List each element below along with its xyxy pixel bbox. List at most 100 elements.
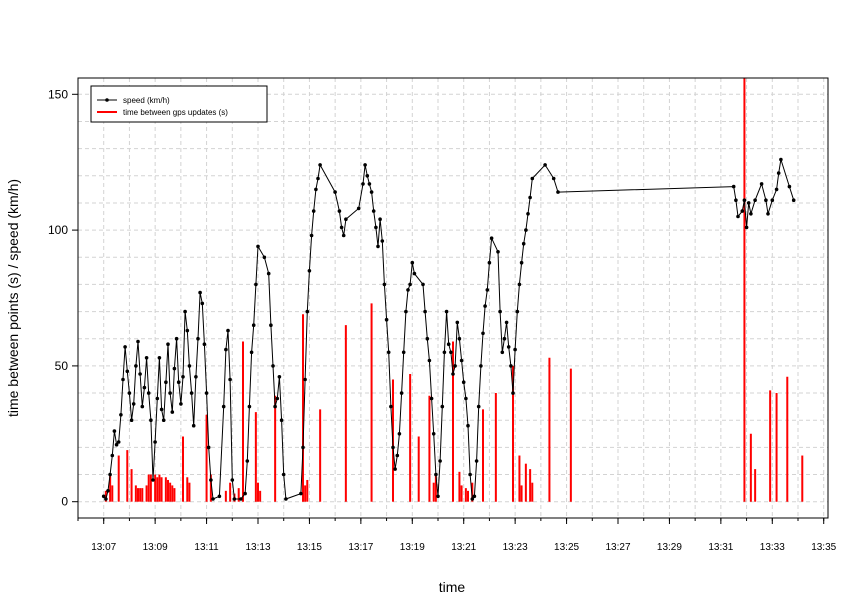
speed-point	[134, 364, 138, 368]
speed-point	[474, 459, 479, 463]
speed-point	[528, 195, 532, 200]
speed-point	[459, 358, 464, 363]
speed-point	[749, 212, 753, 216]
x-tick-label: 13:13	[245, 542, 270, 553]
speed-point	[110, 453, 115, 458]
speed-point	[468, 472, 472, 477]
speed-point	[254, 282, 258, 287]
speed-point	[436, 494, 440, 499]
speed-point	[202, 342, 207, 347]
speed-point	[161, 418, 166, 423]
speed-point	[464, 396, 468, 401]
speed-point	[485, 288, 490, 292]
speed-point	[551, 176, 556, 181]
speed-point	[384, 317, 389, 322]
speed-point	[498, 309, 502, 314]
speed-point	[337, 209, 342, 213]
speed-point	[489, 236, 494, 240]
speed-point	[155, 396, 160, 401]
speed-point	[449, 350, 453, 355]
speed-point	[442, 350, 447, 355]
speed-point	[172, 366, 177, 371]
speed-point	[123, 345, 127, 349]
speed-point	[262, 255, 267, 260]
speed-point	[140, 404, 145, 409]
speed-point	[339, 225, 344, 230]
speed-point	[466, 423, 470, 428]
x-tick-label: 13:19	[400, 542, 425, 553]
speed-point	[408, 282, 412, 287]
speed-point	[243, 491, 247, 496]
y-axis-label: time between points (s) / speed (km/h)	[5, 179, 21, 417]
speed-point	[166, 342, 170, 347]
speed-point	[157, 356, 162, 360]
speed-point	[144, 356, 149, 360]
speed-point	[382, 282, 387, 287]
speed-point	[251, 323, 256, 328]
x-tick-label: 13:07	[91, 542, 116, 553]
speed-point	[305, 309, 310, 314]
speed-point	[149, 418, 153, 423]
speed-point	[374, 225, 378, 230]
speed-point	[742, 198, 747, 202]
speed-point	[517, 282, 522, 287]
speed-point	[170, 410, 175, 414]
speed-point	[389, 404, 393, 409]
speed-point	[365, 174, 370, 178]
legend-box	[90, 85, 268, 123]
speed-point	[247, 404, 252, 409]
speed-point	[431, 432, 436, 436]
speed-point	[500, 350, 505, 355]
speed-point	[427, 358, 432, 363]
speed-point	[404, 309, 408, 314]
speed-point	[266, 271, 271, 276]
speed-point	[309, 233, 314, 238]
speed-point	[121, 377, 125, 382]
speed-point	[746, 201, 751, 205]
speed-point	[483, 304, 487, 308]
gps-interval-series	[104, 78, 804, 502]
speed-point	[393, 467, 397, 471]
speed-point	[303, 377, 307, 382]
x-tick-label: 13:23	[503, 542, 528, 553]
speed-point	[753, 198, 757, 202]
speed-point	[307, 269, 312, 273]
speed-point	[472, 494, 477, 499]
speed-point	[217, 494, 222, 499]
speed-point	[301, 445, 305, 450]
speed-point	[496, 250, 500, 254]
speed-point	[446, 342, 451, 347]
x-axis: 13:07 13:09 13:11 13:13 13:15 13:17 13:19 13:21…	[77, 518, 837, 553]
speed-point	[397, 432, 402, 436]
speed-point	[543, 163, 547, 167]
legend-speed-label: speed (km/h)	[123, 96, 170, 105]
x-tick-label: 13:17	[348, 542, 373, 553]
speed-point	[275, 396, 280, 401]
speed-point	[401, 350, 406, 355]
speed-point	[476, 404, 481, 409]
speed-point	[371, 209, 376, 213]
speed-point	[271, 364, 275, 368]
y-tick-label: 100	[48, 223, 68, 237]
speed-point	[421, 282, 425, 287]
speed-point	[386, 350, 391, 355]
speed-point	[367, 182, 372, 186]
speed-point	[112, 429, 117, 433]
speed-point	[221, 404, 226, 409]
speed-point	[187, 364, 192, 368]
speed-point	[423, 309, 427, 314]
speed-point	[136, 339, 140, 344]
speed-point	[249, 350, 254, 355]
speed-point	[487, 260, 492, 265]
speed-point	[318, 163, 322, 167]
speed-point	[174, 336, 179, 341]
speed-point	[521, 241, 526, 246]
speed-point	[281, 472, 286, 477]
speed-point	[194, 375, 198, 379]
speed-point	[451, 372, 455, 376]
x-tick-label: 13:25	[554, 542, 579, 553]
speed-point	[363, 163, 367, 167]
speed-point	[731, 184, 736, 189]
speed-point	[129, 418, 134, 423]
speed-point	[438, 459, 442, 463]
